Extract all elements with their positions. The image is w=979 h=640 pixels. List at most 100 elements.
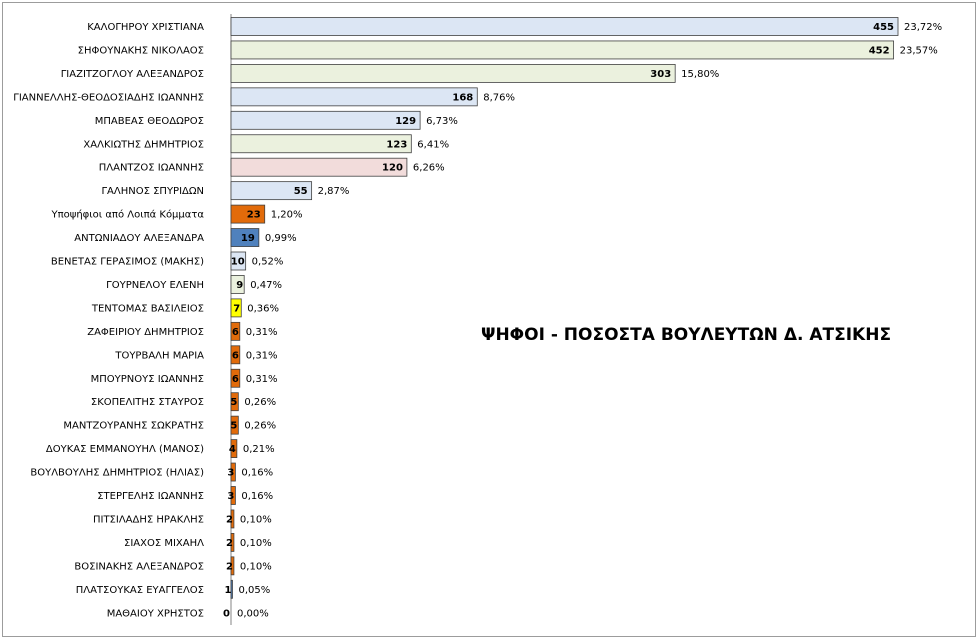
value-label: 120 [382,163,403,174]
percent-label: 0,31% [246,374,278,385]
category-label: ΣΤΕΡΓΕΛΗΣ ΙΩΑΝΝΗΣ [97,491,204,502]
category-label: ΠΛΑΤΣΟΥΚΑΣ ΕΥΑΓΓΕΛΟΣ [76,585,204,596]
category-label: ΤΕΝΤΟΜΑΣ ΒΑΣΙΛΕΙΟΣ [91,303,204,314]
bar [230,415,239,435]
value-label: 7 [233,303,240,314]
category-label: Υποψήφιοι από Λοιπά Κόμματα [51,209,205,221]
bar [230,368,241,388]
percent-label: 1,20% [271,210,303,221]
bars-group: ΚΑΛΟΓΗΡΟΥ ΧΡΙΣΤΙΑΝΑ 455 23,72%ΣΗΦΟΥΝΑΚΗΣ Ν… [13,17,942,619]
bar [230,275,245,294]
bar [230,204,266,224]
value-label: 3 [227,468,234,479]
bar [230,392,239,412]
category-label: ΓΙΑΝΝΕΛΛΗΣ-ΘΕΟΔΟΣΙΑΔΗΣ ΙΩΑΝΝΗΣ [13,92,204,103]
percent-label: 0,16% [241,491,273,502]
percent-label: 0,26% [244,421,276,432]
category-label: ΓΑΛΗΝΟΣ ΣΠΥΡΙΔΩΝ [101,186,204,197]
value-label: 5 [230,421,237,432]
bar [230,17,899,36]
value-label: 129 [395,116,416,127]
category-label: ΒΟΥΛΒΟΥΛΗΣ ΔΗΜΗΤΡΙΟΣ (ΗΛΙΑΣ) [30,468,204,479]
category-label: ΑΝΤΩΝΙΑΔΟΥ ΑΛΕΞΑΝΔΡΑ [74,233,204,244]
value-label: 2 [226,538,233,549]
value-label: 2 [226,514,233,525]
category-label: ΓΟΥΡΝΕΛΟΥ ΕΛΕΝΗ [106,280,204,291]
bar [230,40,895,60]
bar [230,181,313,201]
bar [230,533,235,552]
bar [230,87,478,107]
bar [230,345,241,365]
percent-label: 0,47% [250,280,282,291]
value-label: 10 [231,257,245,268]
category-label: ΜΠΟΥΡΝΟΥΣ ΙΩΑΝΝΗΣ [91,374,204,385]
category-label: ΠΙΤΣΙΛΑΔΗΣ ΗΡΑΚΛΗΣ [93,514,204,525]
percent-label: 0,26% [244,397,276,408]
percent-label: 0,10% [240,538,272,549]
value-label: 55 [294,186,308,197]
bar [230,462,236,482]
percent-label: 0,10% [240,561,272,572]
bar [230,556,235,576]
value-label: 0 [223,608,230,619]
value-label: 6 [232,327,239,338]
bar [230,509,235,529]
percent-label: 0,10% [240,514,272,525]
bar [230,228,260,247]
value-label: 5 [230,397,237,408]
percent-label: 2,87% [318,186,350,197]
percent-label: 0,05% [238,585,270,596]
percent-label: 0,16% [241,468,273,479]
percent-label: 6,26% [413,163,445,174]
bar [230,298,242,318]
value-label: 3 [227,491,234,502]
value-label: 123 [386,139,407,150]
category-label: ΠΛΑΝΤΖΟΣ ΙΩΑΝΝΗΣ [99,163,204,174]
value-label: 2 [226,561,233,572]
percent-label: 0,21% [243,444,275,455]
category-label: ΤΟΥΡΒΑΛΗ ΜΑΡΙΑ [114,350,204,361]
percent-label: 0,52% [252,257,284,268]
value-label: 452 [869,45,890,56]
bar [230,321,241,341]
chart-title: ΨΗΦΟΙ - ΠΟΣΟΣΤΑ ΒΟΥΛΕΥΤΩΝ Δ. ΑΤΣΙΚΗΣ [481,325,891,345]
value-label: 4 [229,444,236,455]
percent-label: 15,80% [681,69,719,80]
value-label: 19 [241,233,255,244]
value-label: 455 [873,22,894,33]
percent-label: 23,57% [900,45,938,56]
category-label: ΒΟΣΙΝΑΚΗΣ ΑΛΕΞΑΝΔΡΟΣ [74,561,204,572]
bar [230,110,421,130]
percent-label: 6,73% [426,116,458,127]
category-label: ΣΗΦΟΥΝΑΚΗΣ ΝΙΚΟΛΑΟΣ [78,45,204,56]
category-label: ΜΑΘΑΙΟΥ ΧΡΗΣΤΟΣ [107,608,204,619]
value-label: 6 [232,350,239,361]
value-label: 23 [247,210,261,221]
category-label: ΧΑΛΚΙΩΤΗΣ ΔΗΜΗΤΡΙΟΣ [83,139,204,150]
value-label: 303 [650,69,671,80]
bar [230,157,408,177]
bar [230,251,247,271]
percent-label: 0,99% [265,233,297,244]
category-label: ΜΑΝΤΖΟΥΡΑΝΗΣ ΣΩΚΡΑΤΗΣ [63,421,204,432]
bar [230,439,238,459]
category-label: ΜΠΑΒΕΑΣ ΘΕΟΔΩΡΟΣ [95,116,204,127]
category-label: ΒΕΝΕΤΑΣ ΓΕΡΑΣΙΜΟΣ (ΜΑΚΗΣ) [51,257,204,268]
percent-label: 23,72% [904,22,942,33]
value-label: 168 [452,92,473,103]
value-label: 9 [236,280,243,291]
percent-label: 0,31% [246,327,278,338]
category-label: ΔΟΥΚΑΣ ΕΜΜΑΝΟΥΗΛ (ΜΑΝΟΣ) [46,444,204,455]
percent-label: 6,41% [417,139,449,150]
bar [230,134,412,154]
bar [230,579,233,599]
category-label: ΓΙΑΖΙΤΖΟΓΛΟΥ ΑΛΕΞΑΝΔΡΟΣ [61,69,204,80]
value-label: 1 [224,585,231,596]
category-label: ΖΑΦΕΙΡΙΟΥ ΔΗΜΗΤΡΙΟΣ [87,327,204,338]
percent-label: 0,31% [246,350,278,361]
category-label: ΚΑΛΟΓΗΡΟΥ ΧΡΙΣΤΙΑΝΑ [87,22,204,33]
bar [230,64,676,83]
